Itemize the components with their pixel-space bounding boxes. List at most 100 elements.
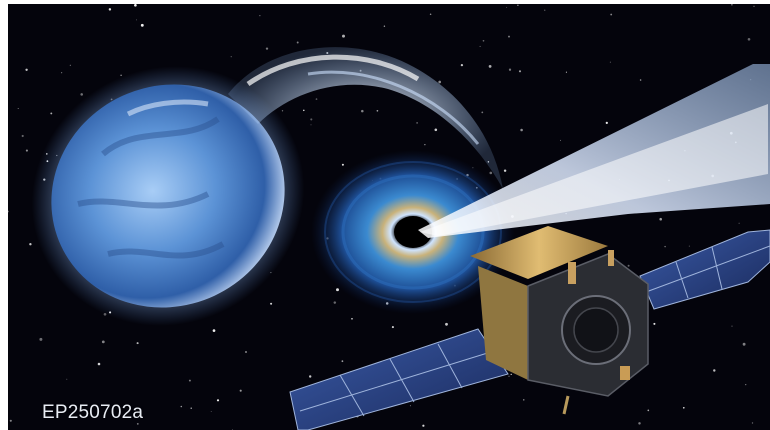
satellite-antenna xyxy=(568,262,576,284)
background-star xyxy=(303,109,305,112)
background-star xyxy=(212,329,216,332)
jet-icon xyxy=(418,64,770,238)
background-star xyxy=(445,322,448,326)
background-star xyxy=(341,360,344,363)
background-star xyxy=(429,13,432,16)
background-star xyxy=(108,8,112,11)
background-star xyxy=(508,375,510,377)
background-star xyxy=(136,342,139,345)
background-star xyxy=(559,139,561,141)
background-star xyxy=(21,134,24,138)
background-star xyxy=(120,74,122,77)
background-star xyxy=(80,93,83,96)
background-star xyxy=(523,399,525,401)
background-star xyxy=(97,362,101,366)
background-star xyxy=(361,109,364,113)
background-star xyxy=(731,325,733,327)
background-star xyxy=(245,351,247,353)
background-star xyxy=(518,70,522,73)
background-star xyxy=(281,110,284,112)
background-star xyxy=(520,128,523,132)
background-star xyxy=(508,35,510,38)
background-star xyxy=(506,6,508,8)
background-star xyxy=(638,422,641,425)
background-star xyxy=(190,407,192,409)
background-star xyxy=(383,25,386,27)
background-star xyxy=(745,383,747,386)
background-star xyxy=(460,63,464,67)
background-star xyxy=(391,326,394,329)
background-star xyxy=(738,222,740,224)
background-star xyxy=(438,80,442,84)
background-star xyxy=(610,13,613,16)
background-star xyxy=(270,302,273,305)
illustration-frame: EP250702a xyxy=(8,4,770,430)
background-star xyxy=(510,373,512,376)
tidal-stream xyxy=(228,47,503,189)
background-star xyxy=(647,409,650,412)
background-star xyxy=(479,45,481,47)
background-star xyxy=(517,4,519,6)
background-star xyxy=(17,107,19,110)
star-icon xyxy=(31,66,305,326)
background-star xyxy=(753,5,755,7)
background-star xyxy=(659,217,662,221)
background-star xyxy=(544,9,546,11)
background-star xyxy=(180,405,183,408)
background-star xyxy=(713,369,716,372)
background-star xyxy=(609,61,611,63)
background-star xyxy=(342,34,345,38)
background-star xyxy=(424,144,426,146)
background-star xyxy=(136,19,137,21)
background-star xyxy=(25,68,28,71)
background-star xyxy=(742,342,746,346)
background-star xyxy=(639,79,642,81)
background-star xyxy=(216,399,220,402)
background-star xyxy=(627,264,630,267)
background-star xyxy=(66,378,68,380)
background-star xyxy=(605,121,608,125)
background-star xyxy=(653,322,656,325)
background-star xyxy=(69,64,71,66)
background-star xyxy=(210,410,212,412)
solar-panel-left xyxy=(289,328,509,430)
background-star xyxy=(140,23,144,27)
background-star xyxy=(310,118,313,121)
background-star xyxy=(488,65,492,68)
background-star xyxy=(134,4,137,7)
background-star xyxy=(482,39,485,42)
background-star xyxy=(336,288,339,292)
background-star xyxy=(747,37,751,41)
background-star xyxy=(39,337,43,341)
solar-panel-right xyxy=(639,229,770,310)
background-star xyxy=(188,379,191,382)
background-star xyxy=(341,163,344,166)
background-star xyxy=(9,419,12,422)
background-star xyxy=(136,423,139,425)
background-star xyxy=(751,422,754,424)
background-star xyxy=(682,406,685,409)
background-star xyxy=(731,4,733,6)
background-star xyxy=(416,122,418,124)
black-hole-icon xyxy=(311,150,515,314)
background-star xyxy=(315,98,318,100)
background-star xyxy=(565,71,567,73)
background-star xyxy=(239,389,242,392)
event-caption: EP250702a xyxy=(42,402,144,423)
satellite-icon xyxy=(289,226,770,430)
background-star xyxy=(50,112,53,115)
background-star xyxy=(309,375,312,378)
background-star xyxy=(61,72,63,74)
background-star xyxy=(434,128,438,132)
background-star xyxy=(230,56,232,58)
background-star xyxy=(376,109,379,112)
satellite-foil-side xyxy=(478,266,528,380)
background-star xyxy=(351,318,353,320)
background-star xyxy=(481,111,484,114)
background-star xyxy=(29,243,32,246)
background-star xyxy=(259,15,261,17)
background-star xyxy=(508,68,512,71)
background-star xyxy=(265,47,269,50)
background-star xyxy=(664,245,666,248)
background-star xyxy=(489,171,493,175)
